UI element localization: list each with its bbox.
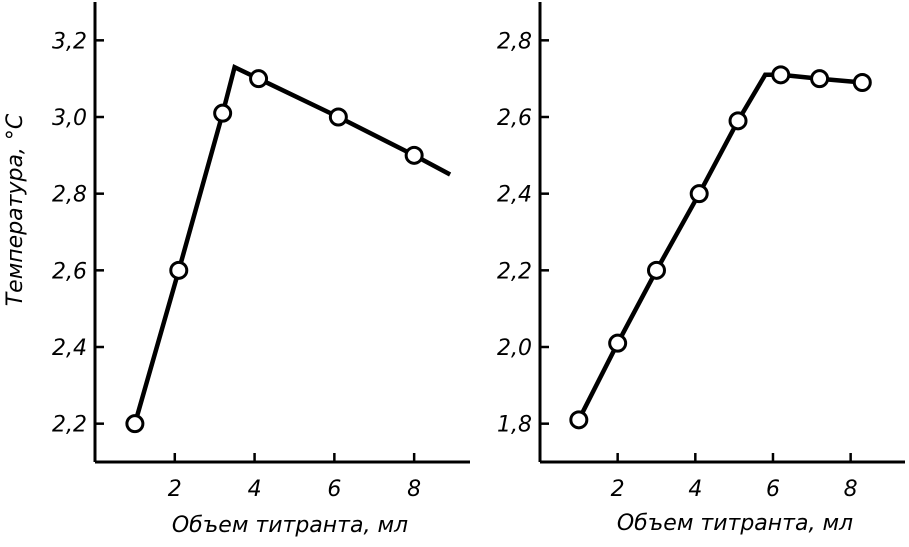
data-point-marker bbox=[125, 414, 145, 434]
y-tick-label: 2,4 bbox=[52, 336, 87, 361]
y-tick-label: 2,6 bbox=[497, 106, 532, 131]
x-tick-label: 6 bbox=[766, 477, 780, 502]
data-point-marker bbox=[404, 145, 424, 165]
x-tick-label: 8 bbox=[844, 477, 858, 502]
y-tick-label: 2,2 bbox=[497, 259, 532, 284]
y-tick-label: 3,2 bbox=[52, 29, 87, 54]
x-axis-title: Объем титранта, мл bbox=[172, 513, 408, 538]
y-tick-label: 2,6 bbox=[52, 259, 87, 284]
y-tick-label: 2,8 bbox=[52, 183, 87, 208]
y-tick-label: 2,0 bbox=[497, 336, 532, 361]
data-point-marker bbox=[852, 73, 872, 92]
data-point-marker bbox=[728, 111, 748, 131]
data-point-marker bbox=[213, 103, 233, 123]
x-tick-label: 2 bbox=[611, 477, 625, 502]
y-axis-title: Температура, °С bbox=[3, 113, 28, 306]
data-point-marker bbox=[689, 184, 709, 204]
x-tick-label: 8 bbox=[407, 477, 421, 502]
y-tick-label: 2,2 bbox=[52, 413, 87, 438]
x-tick-label: 2 bbox=[168, 477, 182, 502]
x-tick-label: 4 bbox=[248, 477, 262, 502]
data-point-marker bbox=[169, 260, 189, 280]
data-point-marker bbox=[646, 260, 666, 280]
y-tick-label: 3,0 bbox=[52, 106, 87, 131]
data-point-marker bbox=[249, 69, 269, 89]
data-point-marker bbox=[608, 333, 628, 353]
y-tick-label: 2,4 bbox=[497, 183, 532, 208]
chart-panel-right: 1,8 2,0 2,2 2,4 2,6 2,8 2 4 6 8 Объем титранта, мл bbox=[497, 2, 905, 536]
x-tick-label: 6 bbox=[327, 477, 341, 502]
x-axis-title: Объем титранта, мл bbox=[617, 511, 853, 536]
series-line bbox=[132, 63, 452, 425]
series-line bbox=[576, 72, 863, 421]
x-tick-label: 4 bbox=[688, 477, 702, 502]
data-point-marker bbox=[810, 69, 830, 89]
data-point-marker bbox=[569, 410, 589, 430]
y-tick-label: 1,8 bbox=[497, 413, 532, 438]
y-tick-label: 2,8 bbox=[497, 29, 532, 54]
data-point-marker bbox=[771, 65, 791, 85]
chart-panel-left: 2,2 2,4 2,6 2,8 3,0 3,2 2 4 6 8 Объем титранта, мл… bbox=[3, 2, 470, 538]
data-point-marker bbox=[328, 107, 348, 127]
